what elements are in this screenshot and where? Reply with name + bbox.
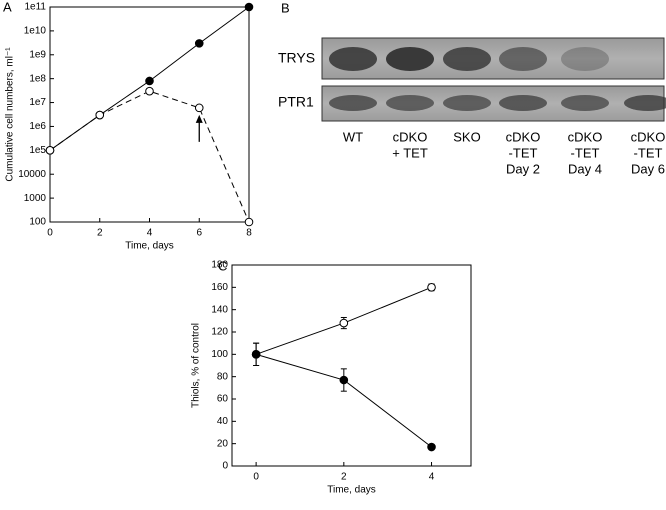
- data-point: [244, 217, 254, 227]
- data-point: [427, 283, 436, 292]
- blot-band: [561, 47, 609, 71]
- data-point: [194, 103, 204, 113]
- lane-label: WT: [343, 129, 363, 144]
- row-label: TRYS: [278, 50, 315, 66]
- y-tick-label: 40: [217, 416, 229, 427]
- y-tick-label: 100: [211, 349, 228, 360]
- y-tick-label: 1e9: [29, 49, 46, 60]
- data-point: [194, 39, 204, 48]
- blot-band: [443, 47, 491, 71]
- panel-label: A: [3, 0, 12, 14]
- y-tick-label: 1e10: [24, 26, 47, 37]
- series-line: [49, 90, 250, 223]
- panel-label: B: [281, 0, 290, 15]
- lane-label: SKO: [453, 129, 480, 144]
- x-tick-label: 4: [429, 472, 435, 483]
- x-tick-label: 8: [246, 228, 252, 239]
- data-point: [45, 146, 55, 155]
- y-tick-label: 1e7: [29, 97, 46, 108]
- y-axis-label: Thiols, % of control: [191, 323, 202, 408]
- blot-band: [386, 47, 434, 71]
- panel-label: C: [218, 258, 227, 273]
- y-tick-label: 60: [217, 394, 229, 405]
- y-tick-label: 0: [222, 461, 228, 472]
- x-tick-label: 4: [147, 228, 153, 239]
- lane-label: -TET: [509, 145, 538, 160]
- y-tick-label: 1e6: [29, 121, 46, 132]
- x-tick-label: 2: [97, 228, 103, 239]
- y-tick-label: 140: [211, 304, 228, 315]
- lane-label: cDKO: [506, 129, 541, 144]
- blot-band: [329, 95, 377, 111]
- y-tick-label: 160: [211, 282, 228, 293]
- x-tick-label: 2: [341, 472, 347, 483]
- y-tick-label: 1000: [24, 193, 47, 204]
- data-point: [251, 350, 261, 359]
- data-point: [339, 318, 349, 328]
- blot-band: [443, 95, 491, 111]
- y-tick-label: 120: [211, 327, 228, 338]
- data-point: [339, 375, 349, 385]
- lane-label: + TET: [392, 145, 428, 160]
- data-point: [145, 76, 154, 86]
- y-tick-label: 1e8: [29, 73, 46, 84]
- y-tick-label: 20: [217, 438, 229, 449]
- data-point: [244, 2, 254, 12]
- blot-band: [499, 47, 547, 71]
- x-axis-label: Time, days: [327, 485, 376, 496]
- lane-label: cDKO: [393, 129, 428, 144]
- data-point: [427, 442, 436, 452]
- data-point: [95, 110, 105, 120]
- x-tick-label: 6: [196, 228, 202, 239]
- y-tick-label: 10000: [18, 169, 46, 180]
- data-point: [145, 86, 154, 96]
- row-label: PTR1: [278, 94, 314, 110]
- blot-band: [561, 95, 609, 111]
- y-tick-label: 1e11: [24, 2, 46, 13]
- blot-band: [499, 95, 547, 111]
- lane-label: Day 6: [631, 161, 665, 176]
- plot-frame: [231, 264, 472, 467]
- blot-band: [624, 95, 666, 111]
- x-tick-label: 0: [47, 228, 53, 239]
- series-line: [255, 353, 432, 448]
- y-tick-label: 1e5: [29, 145, 46, 156]
- x-tick-label: 0: [253, 472, 259, 483]
- blot-band: [386, 95, 434, 111]
- blot-band: [329, 47, 377, 71]
- y-axis-label: Cumulative cell numbers, ml⁻¹: [5, 47, 16, 182]
- lane-label: Day 4: [568, 161, 602, 176]
- blot-strip: [321, 37, 665, 80]
- x-axis-label: Time, days: [125, 241, 174, 252]
- lane-label: cDKO: [568, 129, 603, 144]
- y-tick-label: 180: [211, 260, 228, 271]
- lane-label: -TET: [634, 145, 663, 160]
- y-tick-label: 100: [29, 217, 46, 228]
- lane-label: -TET: [571, 145, 600, 160]
- plot-frame: [49, 6, 250, 223]
- lane-label: cDKO: [631, 129, 666, 144]
- y-tick-label: 80: [217, 371, 229, 382]
- lane-label: Day 2: [506, 161, 540, 176]
- arrow-head: [195, 114, 203, 123]
